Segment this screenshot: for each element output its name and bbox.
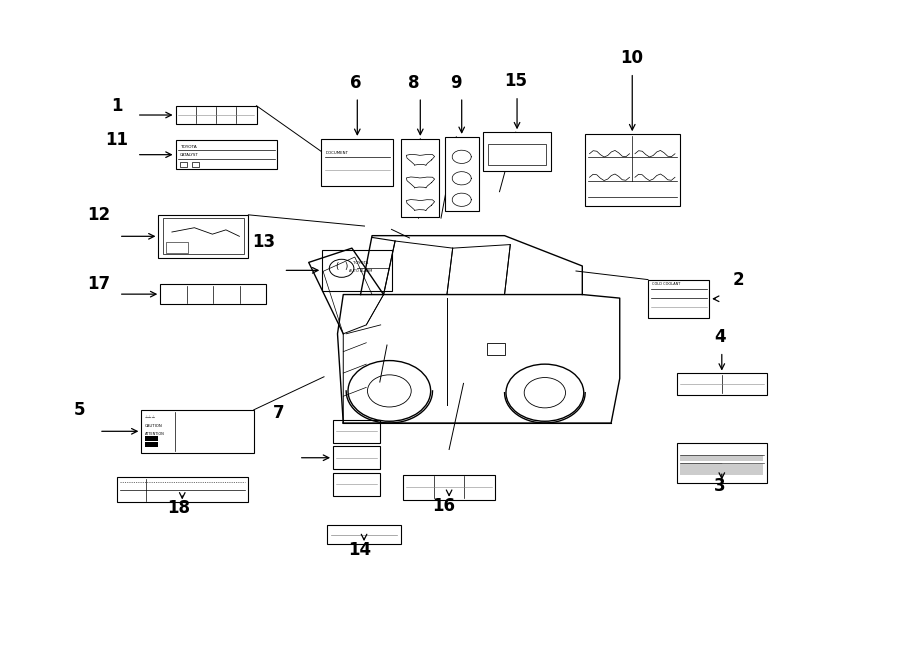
Text: CATALYST: CATALYST	[180, 153, 199, 157]
Text: ): )	[345, 262, 347, 272]
Bar	[585, 134, 680, 206]
Bar	[158, 215, 248, 258]
Bar	[680, 455, 763, 461]
Bar	[488, 143, 546, 165]
Bar	[145, 436, 158, 441]
Bar	[176, 140, 277, 169]
Text: 2: 2	[733, 270, 743, 289]
Text: (: (	[336, 262, 338, 272]
Bar	[166, 242, 188, 253]
Bar	[176, 106, 256, 124]
Bar	[333, 420, 380, 443]
Bar	[648, 280, 709, 318]
Text: CAUTION: CAUTION	[145, 424, 163, 428]
Bar	[180, 162, 187, 167]
Text: 6: 6	[350, 73, 361, 92]
Bar	[192, 162, 199, 167]
Text: 13: 13	[252, 233, 275, 251]
Bar	[163, 218, 244, 254]
Bar	[327, 525, 401, 544]
Bar	[145, 442, 158, 447]
Bar	[141, 410, 254, 453]
Text: DOCUMENT: DOCUMENT	[326, 151, 348, 155]
Bar	[321, 139, 393, 186]
Text: 15: 15	[504, 72, 527, 91]
Text: 9: 9	[451, 73, 462, 92]
Bar	[333, 473, 380, 496]
Text: 3: 3	[715, 477, 725, 495]
Text: 1: 1	[112, 97, 122, 115]
Bar	[680, 463, 763, 475]
Text: 10: 10	[620, 49, 643, 67]
Bar	[401, 139, 439, 217]
Text: 18: 18	[166, 498, 190, 517]
Text: TOYOTA: TOYOTA	[180, 145, 197, 149]
Text: ⚠⚠⚠: ⚠⚠⚠	[145, 414, 157, 418]
Text: ATTENTION: ATTENTION	[145, 432, 165, 436]
Bar	[445, 137, 479, 211]
Text: COLD COOLANT: COLD COOLANT	[652, 282, 680, 286]
Bar	[117, 477, 248, 502]
Text: 8: 8	[409, 73, 419, 92]
Bar	[333, 446, 380, 469]
Bar	[160, 284, 266, 304]
Bar	[483, 132, 551, 171]
Text: 14: 14	[348, 541, 372, 559]
Text: 17: 17	[87, 275, 111, 293]
Text: 7: 7	[274, 404, 284, 422]
Text: 12: 12	[87, 206, 111, 224]
Bar	[322, 250, 392, 291]
Text: AUTO ALARM: AUTO ALARM	[348, 270, 372, 274]
Text: 16: 16	[432, 496, 455, 515]
Text: 11: 11	[105, 131, 129, 149]
Text: 4: 4	[715, 328, 725, 346]
Text: TOYOTA: TOYOTA	[353, 261, 368, 265]
Bar	[403, 475, 495, 500]
Bar	[677, 373, 767, 395]
Bar	[677, 443, 767, 483]
Text: 5: 5	[74, 401, 85, 419]
Bar	[487, 342, 505, 355]
